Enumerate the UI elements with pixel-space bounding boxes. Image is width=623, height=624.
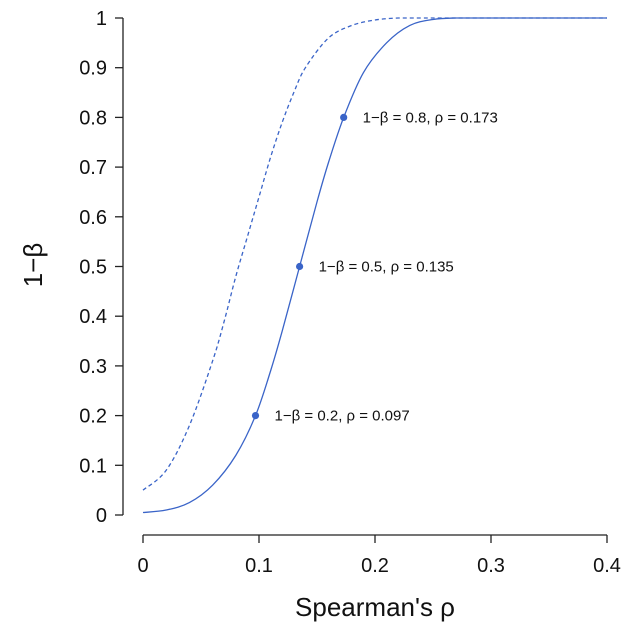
x-tick-label: 0.1 [245, 555, 273, 577]
y-tick-label: 0.5 [79, 257, 107, 279]
y-tick-label: 0.7 [79, 157, 107, 179]
y-tick-label: 0.1 [79, 455, 107, 477]
y-tick-label: 0.4 [79, 306, 107, 328]
point-annotation: 1−β = 0.5, ρ = 0.135 [319, 259, 454, 276]
y-tick-label: 0.6 [79, 207, 107, 229]
y-tick-label: 0.2 [79, 406, 107, 428]
x-tick-label: 0.4 [593, 555, 621, 577]
y-tick-label: 0.3 [79, 356, 107, 378]
y-axis-title: 1−β [18, 243, 48, 288]
dashed-power-curve [142, 17, 607, 491]
axes: 0 0.1 0.2 0.3 0.4 0.5 0.6 0.7 0.8 0.9 1 0 0.1 0.2 0.3 0… [79, 8, 621, 577]
x-tick-label: 0.2 [361, 555, 389, 577]
point-annotation: 1−β = 0.2, ρ = 0.097 [275, 408, 410, 425]
x-axis-title: Spearman's ρ [295, 592, 455, 622]
y-tick-label: 0.8 [79, 107, 107, 129]
point-annotation: 1−β = 0.8, ρ = 0.173 [363, 109, 498, 126]
y-tick-label: 1 [96, 8, 107, 30]
series-layer [142, 17, 607, 514]
x-tick-label: 0 [137, 555, 148, 577]
points-layer: 1−β = 0.2, ρ = 0.097 1−β = 0.5, ρ = 0.135… [251, 109, 498, 425]
y-tick-label: 0 [96, 505, 107, 527]
highlight-point [251, 412, 260, 420]
x-tick-label: 0.3 [477, 555, 505, 577]
y-tick-label: 0.9 [79, 58, 107, 80]
highlight-point [340, 113, 348, 121]
highlight-point [296, 262, 304, 271]
